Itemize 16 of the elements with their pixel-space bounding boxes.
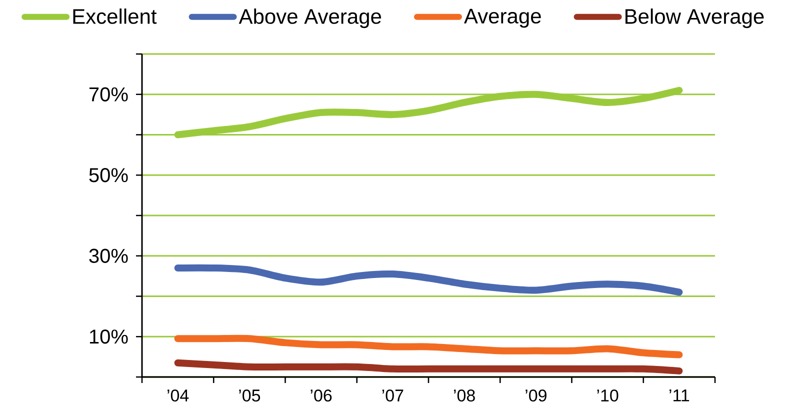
x-tick-label: ’06 [310,390,332,402]
legend-label: Average [464,8,541,28]
x-tick-label: ’07 [382,390,404,402]
x-tick-label: ’05 [239,390,260,402]
x-tick-label: ’10 [597,390,618,402]
x-tick-label: ’04 [168,390,189,402]
y-tick-label: 10% [90,330,128,344]
y-tick-label: 30% [89,248,128,263]
x-tick-label: ’09 [526,390,546,402]
legend-label: Above Average [238,8,382,28]
y-tick-label: 50% [89,168,128,182]
legend-label: Excellent [73,8,157,24]
legend-label: Below Average [626,8,764,28]
x-tick-label: ’11 [670,390,690,402]
x-tick-label: ’08 [454,390,475,402]
y-tick-label: 70% [89,87,128,102]
